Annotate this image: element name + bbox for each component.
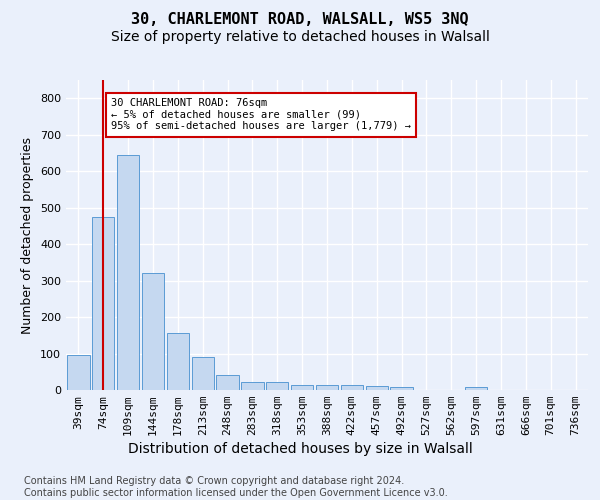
Y-axis label: Number of detached properties: Number of detached properties xyxy=(22,136,34,334)
Bar xyxy=(191,357,214,390)
Text: 30 CHARLEMONT ROAD: 76sqm
← 5% of detached houses are smaller (99)
95% of semi-d: 30 CHARLEMONT ROAD: 76sqm ← 5% of detach… xyxy=(111,98,411,132)
Bar xyxy=(391,387,413,390)
Bar xyxy=(266,382,289,390)
Bar xyxy=(341,384,363,390)
Bar xyxy=(291,384,313,390)
Text: 30, CHARLEMONT ROAD, WALSALL, WS5 3NQ: 30, CHARLEMONT ROAD, WALSALL, WS5 3NQ xyxy=(131,12,469,28)
Bar xyxy=(92,217,115,390)
Bar xyxy=(67,356,89,390)
Text: Distribution of detached houses by size in Walsall: Distribution of detached houses by size … xyxy=(128,442,472,456)
Bar xyxy=(365,386,388,390)
Bar xyxy=(217,376,239,390)
Text: Size of property relative to detached houses in Walsall: Size of property relative to detached ho… xyxy=(110,30,490,44)
Bar xyxy=(117,155,139,390)
Bar xyxy=(167,334,189,390)
Bar xyxy=(316,384,338,390)
Bar xyxy=(241,382,263,390)
Bar xyxy=(142,272,164,390)
Text: Contains HM Land Registry data © Crown copyright and database right 2024.
Contai: Contains HM Land Registry data © Crown c… xyxy=(24,476,448,498)
Bar xyxy=(465,387,487,390)
